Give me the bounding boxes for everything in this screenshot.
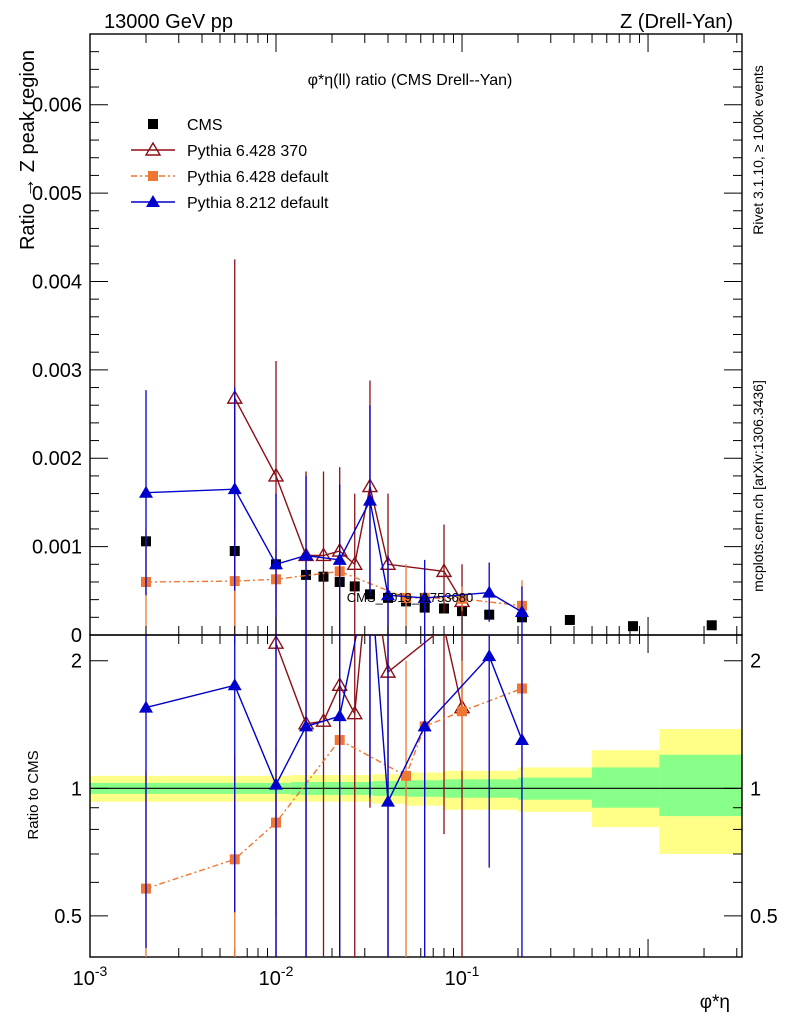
data-point (346, 555, 363, 570)
legend: CMS Pythia 6.428 370 Pythia 6.428 default P… (131, 117, 329, 212)
data-point (401, 592, 412, 603)
legend-marker (148, 119, 158, 129)
data-point (417, 590, 432, 603)
data-point (299, 719, 314, 732)
x-tick-label: 10-1 (445, 963, 480, 990)
series-pythia-6-428-default (140, 528, 527, 635)
data-point (269, 557, 284, 570)
legend-label: Pythia 6.428 370 (187, 143, 307, 160)
data-point (381, 794, 396, 807)
data-point (362, 493, 377, 506)
legend-marker (146, 195, 160, 207)
y-tick-label-bottom-right: 0.5 (750, 906, 778, 928)
data-point (627, 621, 638, 632)
x-tick-label: 10-2 (259, 963, 294, 990)
data-point (482, 585, 497, 598)
plot-title: φ*η(ll) ratio (CMS Drell--Yan) (308, 72, 513, 89)
data-point (457, 706, 468, 717)
legend-entry: CMS (148, 117, 223, 134)
y-axis-label-bottom: Ratio to CMS (25, 750, 42, 839)
y-tick-label-bottom: 2 (71, 651, 82, 673)
data-point (332, 709, 347, 722)
series-pythia-8-212-default (138, 387, 529, 635)
stat-uncertainty-band (659, 754, 742, 817)
data-point (564, 614, 575, 625)
x-axis-ticks (89, 34, 738, 957)
top-panel: 0 0.001 0.002 0.003 0.004 0.005 0.006 (32, 33, 743, 647)
legend-entry: Pythia 8.212 default (131, 195, 329, 212)
y-tick-label-top: 0.003 (32, 360, 82, 382)
y-tick-label-bottom-right: 1 (750, 778, 761, 800)
x-tick-label: 10-3 (73, 963, 108, 990)
data-point (269, 777, 284, 790)
data-point (706, 620, 717, 631)
series-cms (140, 536, 717, 632)
mcplots-label: mcplots.cern.ch [arXiv:1306.3436] (750, 380, 766, 592)
data-point (332, 552, 347, 565)
bottom-frame (89, 634, 743, 958)
series-line (145, 488, 523, 613)
uncertainty-bands (90, 729, 742, 854)
legend-entry: Pythia 6.428 default (131, 169, 329, 186)
y-tick-label-top: 0.004 (32, 271, 82, 293)
y-tick-label-bottom-right: 2 (750, 651, 761, 673)
ratio-series-pythia-8-212-default (138, 635, 529, 957)
series-pythia-6-428-370 (226, 259, 471, 635)
legend-marker (144, 141, 162, 156)
series-line (145, 635, 523, 805)
x-axis-label: φ*η (700, 992, 730, 1013)
series-line (145, 570, 523, 607)
data-point (482, 649, 497, 662)
rivet-version-label: Rivet 3.1.10, ≥ 100k events (750, 65, 766, 235)
data-point (346, 705, 363, 720)
legend-label: CMS (187, 117, 223, 134)
y-axis-label-top: Ratio → Z peak region (17, 50, 39, 250)
data-point (267, 467, 285, 482)
data-point (514, 733, 529, 746)
y-axis-ticks-bottom: 0.5 0.5 1 1 2 2 (54, 651, 778, 958)
data-point (401, 770, 412, 781)
data-point (227, 678, 242, 691)
y-tick-label-top: 0.005 (32, 183, 82, 205)
series-line (234, 397, 463, 602)
data-point (138, 485, 153, 498)
watermark-label: CMS_2019_I1753680 (347, 590, 474, 605)
legend-entry: Pythia 6.428 370 (131, 141, 307, 160)
header-process: Z (Drell-Yan) (620, 11, 733, 33)
legend-label: Pythia 6.428 default (187, 169, 329, 186)
y-tick-label-top: 0.001 (32, 537, 82, 559)
y-tick-label-bottom: 0.5 (54, 906, 82, 928)
legend-marker (148, 171, 158, 181)
y-tick-label-bottom: 1 (71, 778, 82, 800)
header-energy: 13000 GeV pp (104, 11, 233, 33)
data-point (457, 593, 468, 604)
ratio-panel: 10-3 10-2 10-1 0.5 0.5 1 1 2 2 (54, 34, 778, 990)
data-point (227, 482, 242, 495)
data-point (435, 562, 453, 578)
y-tick-label-top: 0.006 (32, 95, 82, 117)
data-point (138, 700, 153, 713)
data-point (417, 719, 432, 732)
data-point (315, 547, 332, 562)
y-tick-label-top: 0 (71, 625, 82, 647)
data-point (514, 605, 529, 618)
data-point (299, 548, 314, 561)
data-point (381, 588, 396, 601)
series-line (145, 687, 523, 890)
stat-uncertainty-band (592, 767, 660, 808)
y-axis-ticks-top: 0 0.001 0.002 0.003 0.004 0.005 0.006 (32, 33, 742, 647)
legend-label: Pythia 8.212 default (187, 195, 329, 212)
y-tick-label-top: 0.002 (32, 448, 82, 470)
